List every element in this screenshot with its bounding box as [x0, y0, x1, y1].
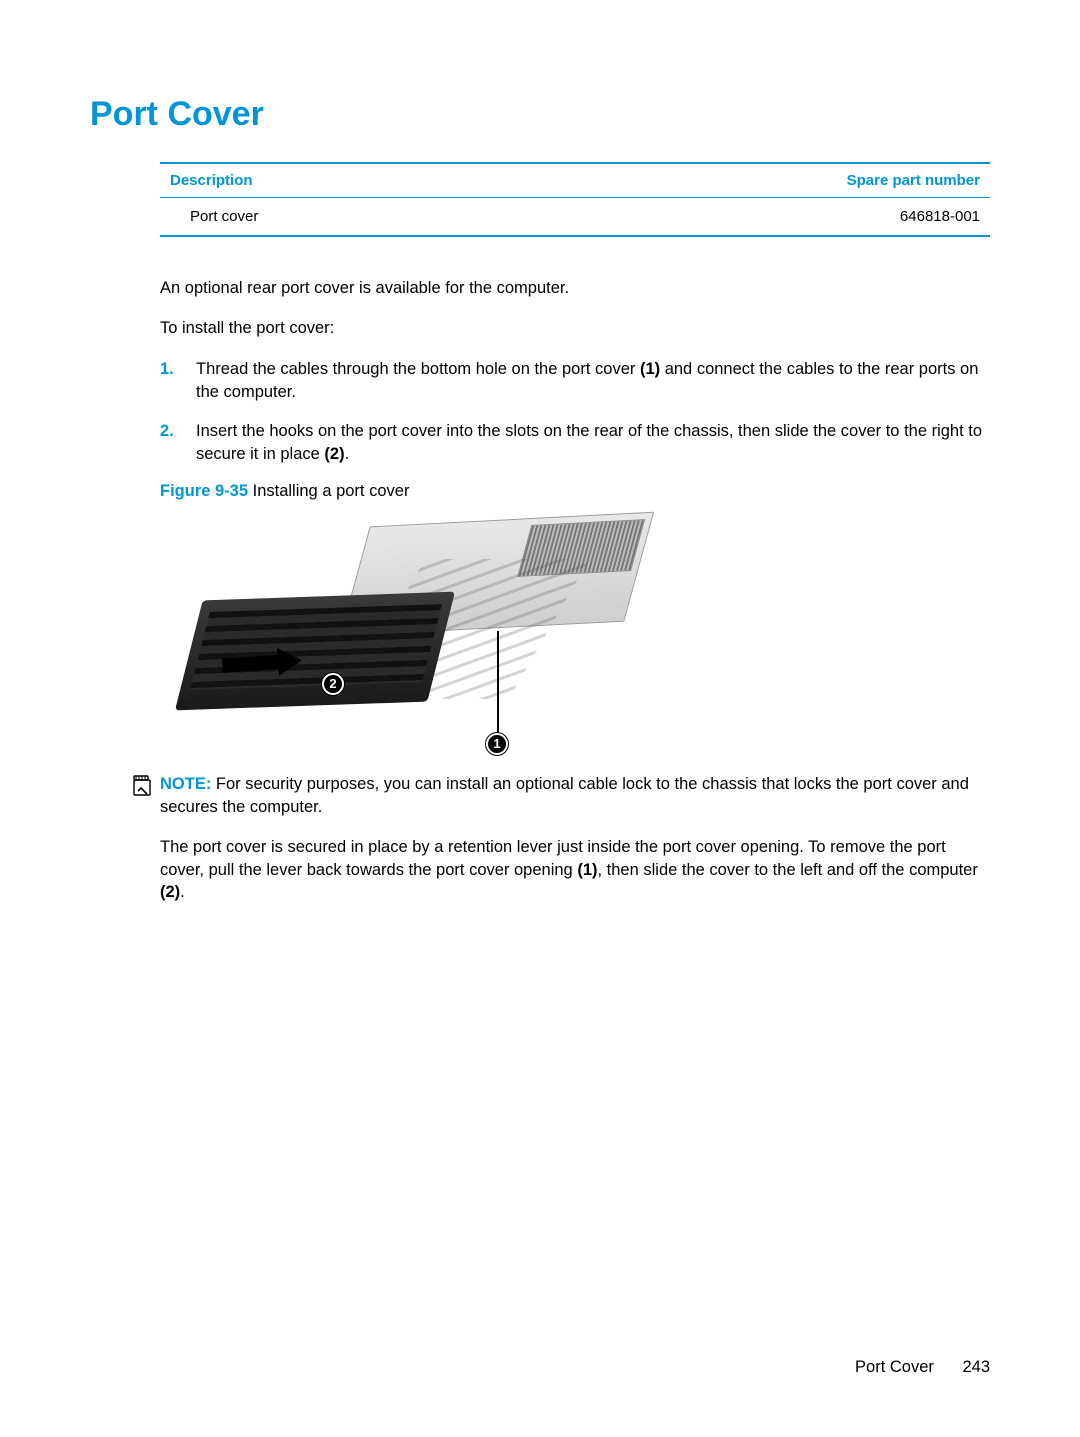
page-footer: Port Cover 243 [855, 1358, 990, 1377]
spare-parts-table: Description Spare part number Port cover… [160, 162, 990, 237]
intro-text: An optional rear port cover is available… [160, 277, 990, 299]
remove-paragraph: The port cover is secured in place by a … [160, 836, 990, 903]
figure-callout-line [497, 631, 499, 735]
step-text: Thread the cables through the bottom hol… [196, 358, 990, 404]
step-text: Insert the hooks on the port cover into … [196, 420, 990, 466]
page-title: Port Cover [90, 95, 990, 134]
footer-section: Port Cover [855, 1358, 934, 1376]
table-cell-partnumber: 646818-001 [504, 198, 990, 237]
install-steps: 1. Thread the cables through the bottom … [160, 358, 990, 466]
figure-callout-2: 2 [322, 673, 344, 695]
step-number: 2. [160, 420, 196, 466]
figure-port-cover [175, 592, 455, 711]
step-1: 1. Thread the cables through the bottom … [160, 358, 990, 404]
note-icon [132, 775, 152, 804]
table-cell-description: Port cover [160, 198, 504, 237]
note-block: NOTE: For security purposes, you can ins… [132, 773, 990, 819]
footer-page-number: 243 [962, 1358, 990, 1376]
table-header-description: Description [160, 163, 504, 198]
figure-callout-1: 1 [486, 733, 508, 755]
step-2: 2. Insert the hooks on the port cover in… [160, 420, 990, 466]
note-text: NOTE: For security purposes, you can ins… [160, 773, 990, 819]
figure-label: Figure 9-35 [160, 482, 248, 500]
figure-illustration: 2 1 [182, 511, 652, 761]
step-number: 1. [160, 358, 196, 404]
table-header-sparepart: Spare part number [504, 163, 990, 198]
install-lead: To install the port cover: [160, 317, 990, 339]
table-row: Port cover 646818-001 [160, 198, 990, 237]
figure-caption: Figure 9-35 Installing a port cover [160, 482, 990, 501]
